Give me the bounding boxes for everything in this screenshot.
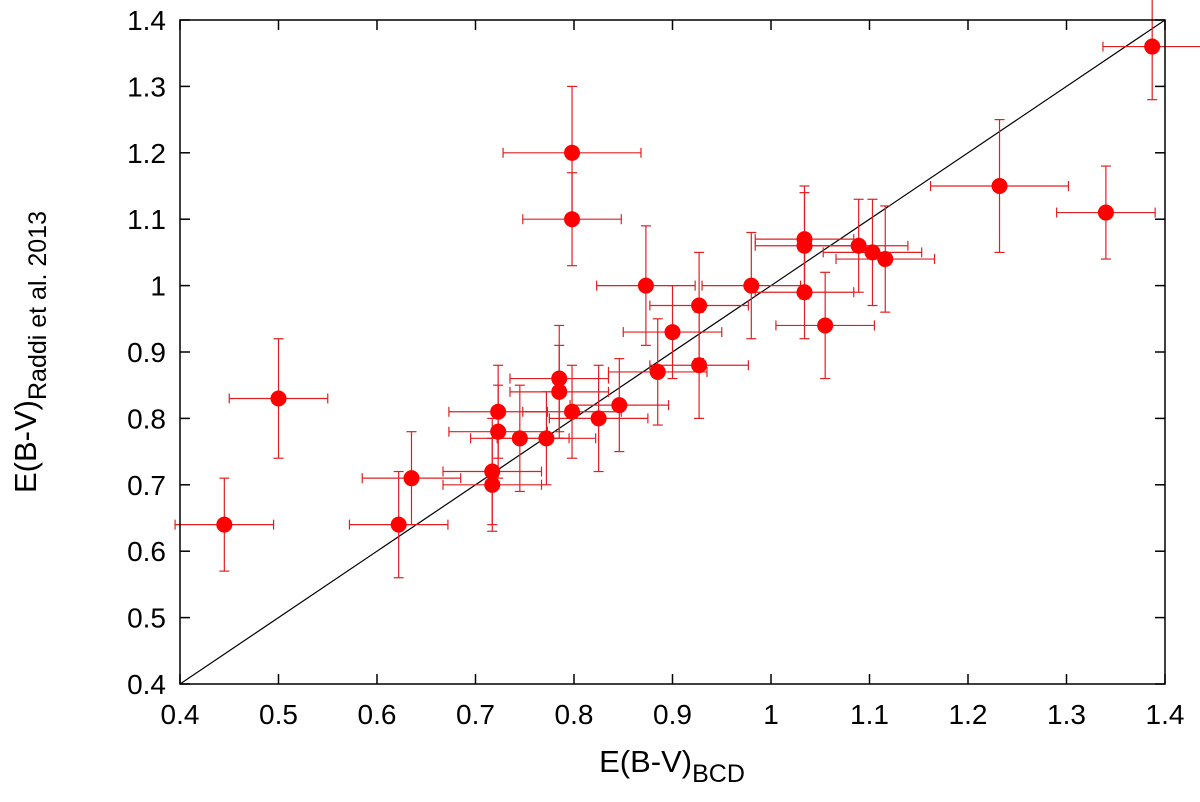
data-point (490, 423, 507, 440)
x-tick-label: 0.4 (161, 699, 200, 730)
x-tick-label: 0.7 (456, 699, 495, 730)
data-point (850, 237, 867, 254)
data-point (649, 363, 666, 380)
data-point (637, 277, 654, 294)
x-tick-labels: 0.4 0.5 0.6 0.7 0.8 0.9 1 1.1 1.2 1.3 1.4 (161, 699, 1185, 730)
x-tick-label: 0.5 (259, 699, 298, 730)
y-axis-label-sub: Raddi et al. 2013 (24, 211, 52, 400)
data-point (864, 244, 881, 261)
y-tick-labels: 0.4 0.5 0.6 0.7 0.8 0.9 1 1.1 1.2 1.3 1.4 (127, 5, 166, 700)
data-point (796, 237, 813, 254)
data-point (551, 383, 568, 400)
x-tick-label: 1.4 (1146, 699, 1185, 730)
data-point (484, 476, 501, 493)
data-point (564, 144, 581, 161)
y-tick-label: 0.7 (127, 470, 166, 501)
data-point (564, 211, 581, 228)
data-point (817, 317, 834, 334)
data-point (270, 390, 287, 407)
x-tick-label: 0.6 (358, 699, 397, 730)
y-tick-label: 0.4 (127, 669, 166, 700)
plot-frame (179, 19, 1166, 685)
data-point (511, 430, 528, 447)
data-point (551, 370, 568, 387)
data-point (611, 397, 628, 414)
data-point (877, 251, 894, 268)
x-tick-label: 0.8 (555, 699, 594, 730)
x-tick-label: 1.2 (949, 699, 988, 730)
data-point (991, 178, 1008, 194)
data-point (484, 463, 501, 480)
y-axis-label: E(B-V)Raddi et al. 2013 (8, 211, 52, 493)
y-tick-label: 1.4 (127, 5, 166, 36)
data-point (490, 403, 507, 420)
y-tick-label: 1 (150, 271, 166, 302)
data-point (691, 357, 708, 374)
y-tick-label: 0.9 (127, 337, 166, 368)
x-tick-label: 1.1 (850, 699, 889, 730)
data-point (403, 470, 420, 487)
data-point (1097, 204, 1114, 221)
y-tick-label: 0.6 (127, 536, 166, 567)
y-tick-label: 1.1 (127, 204, 166, 235)
data-point (796, 284, 813, 301)
x-axis-label: E(B-V)BCD (599, 744, 745, 788)
points-layer (216, 38, 1161, 533)
y-tick-label: 0.5 (127, 603, 166, 634)
data-point (743, 277, 760, 294)
data-point (590, 410, 607, 427)
data-point (691, 297, 708, 314)
x-axis-label-sub: BCD (692, 760, 745, 788)
errorbar-layer (174, 0, 1200, 579)
x-tick-label: 1.3 (1047, 699, 1086, 730)
x-tick-label: 1 (763, 699, 779, 730)
data-point (564, 403, 581, 420)
y-tick-label: 0.8 (127, 403, 166, 434)
data-point (390, 516, 407, 533)
y-tick-label: 1.3 (127, 71, 166, 102)
x-tick-label: 0.9 (653, 699, 692, 730)
data-point (538, 430, 555, 447)
x-axis-label-main: E(B-V) (599, 744, 692, 779)
data-point (664, 324, 681, 341)
data-point (1144, 38, 1161, 55)
data-point (216, 516, 233, 533)
y-tick-label: 1.2 (127, 138, 166, 169)
y-axis-label-main: E(B-V) (8, 400, 43, 493)
